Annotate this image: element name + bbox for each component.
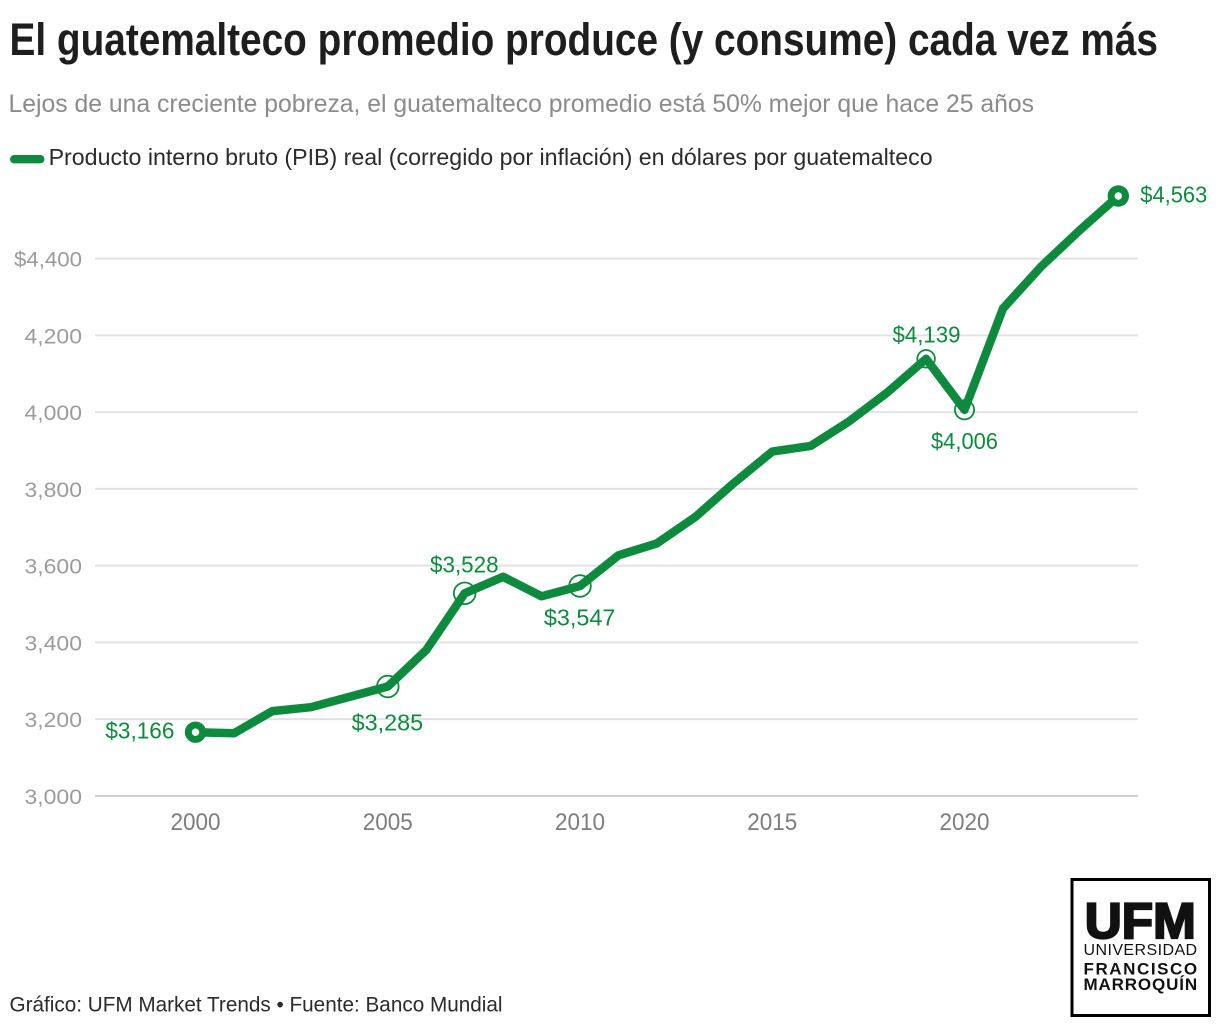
svg-text:Producto interno bruto (PIB) r: Producto interno bruto (PIB) real (corre… [49, 144, 933, 170]
svg-text:3,800: 3,800 [25, 478, 83, 502]
svg-text:$4,006: $4,006 [931, 428, 998, 454]
svg-text:2005: 2005 [363, 809, 413, 836]
svg-text:3,000: 3,000 [25, 785, 83, 809]
svg-text:$4,400: $4,400 [14, 248, 82, 272]
svg-text:UFM: UFM [1085, 893, 1196, 949]
svg-text:$3,285: $3,285 [352, 709, 424, 735]
svg-text:2010: 2010 [555, 809, 605, 836]
svg-text:$4,139: $4,139 [893, 321, 961, 347]
svg-text:2015: 2015 [747, 809, 797, 836]
svg-text:Gráfico: UFM Market Trends • F: Gráfico: UFM Market Trends • Fuente: Ban… [10, 992, 503, 1016]
svg-text:3,400: 3,400 [25, 631, 83, 655]
svg-text:4,200: 4,200 [25, 324, 83, 348]
svg-text:3,600: 3,600 [25, 555, 83, 579]
svg-text:MARROQUÍN: MARROQUÍN [1084, 975, 1198, 994]
svg-text:UNIVERSIDAD: UNIVERSIDAD [1084, 942, 1198, 959]
svg-text:El guatemalteco promedio produ: El guatemalteco promedio produce (y cons… [10, 14, 1159, 65]
svg-text:2020: 2020 [940, 809, 990, 836]
svg-text:$3,547: $3,547 [544, 604, 616, 630]
svg-text:$3,166: $3,166 [105, 718, 174, 744]
svg-text:$4,563: $4,563 [1140, 182, 1207, 208]
svg-text:4,000: 4,000 [25, 401, 83, 425]
svg-text:$3,528: $3,528 [430, 551, 499, 577]
svg-text:2000: 2000 [171, 809, 221, 836]
svg-text:3,200: 3,200 [25, 708, 83, 732]
svg-text:Lejos de una creciente pobreza: Lejos de una creciente pobreza, el guate… [9, 90, 1035, 118]
